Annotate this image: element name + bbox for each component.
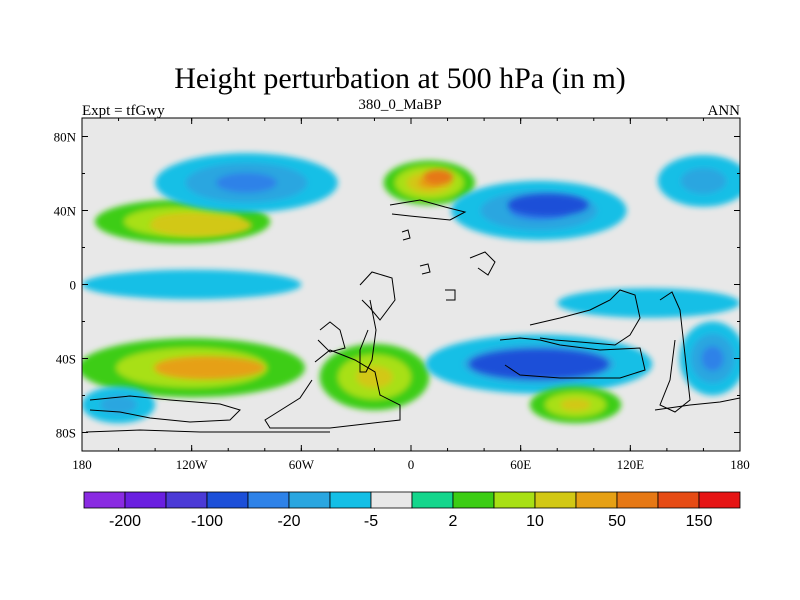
colorbar-box <box>206 491 249 509</box>
contour-level-11 <box>356 365 393 389</box>
map-axes: 180 120W 60W 0 60E 120E 180 80N 40N 0 40S 80S <box>54 118 750 472</box>
map-title: Height perturbation at 500 hPa (in m) <box>174 62 626 95</box>
map-plot-area <box>82 118 740 451</box>
contour-level-5 <box>680 167 727 194</box>
contour-nh-low-asia-core <box>507 193 589 217</box>
colorbar-box <box>575 491 618 509</box>
colorbar-box <box>288 491 331 509</box>
contour-nh-high-europe-core <box>423 169 454 185</box>
x-tick-label: 60W <box>289 457 315 472</box>
colorbar-box <box>165 491 208 509</box>
contour-fill-layer <box>82 153 740 424</box>
colorbar-box <box>616 491 659 509</box>
contour-sh-low-east <box>679 321 740 396</box>
colorbar-box <box>247 491 290 509</box>
contour-sh-high-pacific-core <box>155 356 265 379</box>
y-tick-label: 80S <box>56 426 76 441</box>
colorbar-box <box>329 491 372 509</box>
contour-level-11 <box>560 398 591 411</box>
continent-outline <box>85 199 740 433</box>
colorbar-box <box>657 491 700 509</box>
colorbar-box <box>493 491 536 509</box>
contour-sh-low-polar <box>82 386 156 424</box>
colorbar: -200 -100 -20 -5 2 10 50 150 <box>83 491 741 530</box>
colorbar-label: -5 <box>364 513 378 530</box>
experiment-label: Expt = tfGwy <box>82 103 165 119</box>
contour-level-3 <box>469 349 609 379</box>
contour-sh-low-indian-core <box>469 349 609 379</box>
y-tick-label: 40N <box>54 204 77 219</box>
contour-level-4 <box>701 346 724 371</box>
colorbar-label: 50 <box>608 513 626 530</box>
x-tick-label: 60E <box>510 457 531 472</box>
colorbar-label: 2 <box>449 513 458 530</box>
x-tick-label: 120E <box>617 457 645 472</box>
colorbar-box <box>83 491 126 509</box>
colorbar-box <box>124 491 167 509</box>
colorbar-label: -100 <box>191 513 223 530</box>
contour-level-13 <box>423 169 454 185</box>
contour-level-4 <box>216 172 277 193</box>
x-tick-label: 180 <box>730 457 750 472</box>
contour-sh-high-south-indian <box>529 386 622 424</box>
colorbar-label: 10 <box>526 513 544 530</box>
colorbar-box <box>452 491 495 509</box>
colorbar-box <box>698 491 741 509</box>
colorbar-box <box>370 491 413 509</box>
contour-sh-high-atlantic <box>319 343 430 411</box>
time-label: 380_0_MaBP <box>358 97 442 113</box>
contour-level-6 <box>82 269 302 300</box>
y-tick-label: 0 <box>70 278 77 293</box>
colorbar-box <box>534 491 577 509</box>
colorbar-label: -200 <box>109 513 141 530</box>
y-tick-label: 80N <box>54 130 77 145</box>
colorbar-box <box>411 491 454 509</box>
contour-level-11 <box>149 214 252 237</box>
season-label: ANN <box>707 103 741 119</box>
contour-level-5 <box>100 395 137 414</box>
contour-level-3 <box>507 193 589 217</box>
contour-trop-low-indian <box>557 288 740 318</box>
x-tick-label: 0 <box>408 457 415 472</box>
x-tick-label: 180 <box>72 457 92 472</box>
contour-level-12 <box>155 356 265 379</box>
x-tick-label: 120W <box>176 457 209 472</box>
contour-nh-low-east <box>657 155 740 207</box>
contour-nh-high-pacific-core <box>149 214 252 237</box>
contour-level-6 <box>557 288 740 318</box>
y-tick-label: 40S <box>56 352 76 367</box>
colorbar-label: 150 <box>686 513 713 530</box>
colorbar-label: -20 <box>277 513 300 530</box>
contour-nh-low-pacific <box>155 153 338 213</box>
contour-trop-low-pacific <box>82 269 302 300</box>
